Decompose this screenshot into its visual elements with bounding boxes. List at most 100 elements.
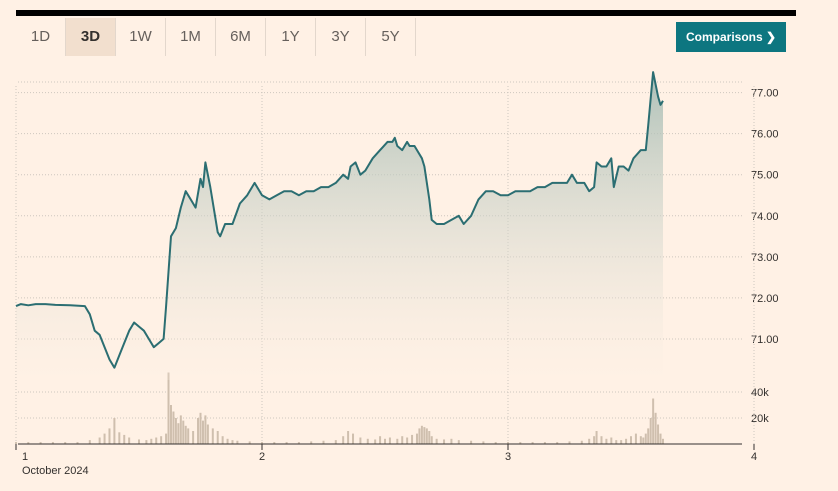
volume-bar: [359, 437, 362, 444]
volume-bar: [411, 434, 414, 444]
volume-bar: [605, 438, 608, 444]
volume-bar: [248, 441, 251, 444]
volume-bar: [182, 420, 185, 444]
volume-bar: [160, 436, 163, 444]
price-area: [16, 72, 663, 380]
volume-bar: [221, 436, 224, 444]
volume-bar: [51, 442, 54, 444]
volume-bar: [625, 438, 628, 444]
volume-bar: [113, 418, 116, 444]
volume-bar: [630, 436, 632, 444]
volume-bar: [187, 428, 190, 444]
tab-5y[interactable]: 5Y: [366, 18, 416, 56]
volume-bar: [615, 440, 618, 444]
volume-bar: [634, 433, 637, 444]
volume-bar: [123, 434, 126, 444]
x-tick-label: 1: [22, 451, 28, 463]
volume-bar: [384, 438, 386, 444]
price-line: [15, 71, 664, 369]
price-tick-label: 75.00: [751, 170, 779, 182]
volume-bar: [642, 437, 645, 444]
volume-bar: [216, 431, 219, 444]
tab-3y[interactable]: 3Y: [316, 18, 366, 56]
volume-bar: [273, 442, 276, 444]
volume-bar: [580, 440, 583, 444]
volume-bar: [556, 442, 559, 444]
volume-bar: [644, 433, 647, 444]
volume-bar: [310, 441, 313, 444]
volume-bar: [174, 418, 177, 444]
volume-bar: [150, 438, 153, 444]
volume-bar: [435, 438, 438, 444]
volume-bar: [39, 442, 42, 444]
volume-tick-label: 20k: [751, 413, 769, 425]
volume-bar: [236, 440, 239, 444]
volume-bar: [192, 431, 195, 444]
volume-bar: [201, 420, 204, 444]
volume-bar: [177, 423, 180, 444]
tab-3d[interactable]: 3D: [66, 18, 116, 56]
price-tick-label: 76.00: [751, 129, 779, 141]
price-tick-label: 74.00: [751, 211, 779, 223]
volume-bar: [593, 436, 596, 444]
month-label: October 2024: [22, 465, 89, 477]
volume-tick-label: 40k: [751, 387, 769, 399]
volume-bar: [659, 433, 662, 444]
volume-bar: [654, 412, 657, 444]
volume-bar: [600, 436, 603, 444]
volume-bar: [647, 428, 650, 444]
chevron-right-icon: ❯: [765, 30, 776, 44]
volume-bar: [423, 427, 426, 444]
volume-bar: [406, 437, 409, 444]
volume-bar: [197, 418, 200, 444]
volume-bar: [169, 405, 172, 444]
volume-bar: [184, 425, 187, 444]
volume-bar: [588, 438, 591, 444]
period-tabs: 1D 3D 1W 1M 6M 1Y 3Y 5Y: [16, 18, 416, 56]
comparisons-button[interactable]: Comparisons ❯: [676, 22, 786, 52]
tab-1m[interactable]: 1M: [166, 18, 216, 56]
x-tick-label: 4: [751, 451, 757, 463]
volume-bar: [543, 442, 546, 444]
volume-bar: [568, 441, 571, 444]
top-rule: [16, 10, 796, 16]
volume-bar: [430, 436, 433, 444]
volume-bar: [165, 433, 168, 444]
volume-bar: [261, 442, 263, 444]
volume-bar: [226, 438, 229, 444]
comparisons-button-label: Comparisons: [686, 30, 763, 44]
volume-bar: [519, 442, 522, 444]
volume-bar: [103, 433, 106, 444]
volume-bar: [531, 442, 534, 444]
volume-bar: [342, 436, 345, 444]
volume-bar: [155, 437, 158, 444]
volume-bar: [297, 442, 300, 444]
volume-bar: [415, 433, 418, 444]
tab-1w[interactable]: 1W: [116, 18, 166, 56]
volume-bar: [507, 442, 509, 444]
volume-bar: [211, 428, 214, 444]
tab-6m[interactable]: 6M: [216, 18, 266, 56]
volume-bar: [27, 442, 30, 444]
volume-bar: [401, 436, 404, 444]
volume-bar: [172, 411, 175, 444]
volume-bar: [231, 440, 234, 444]
volume-bar: [334, 440, 337, 444]
price-tick-label: 72.00: [751, 293, 779, 305]
volume-bar: [418, 428, 421, 444]
volume-bar: [138, 439, 140, 444]
tab-1y[interactable]: 1Y: [266, 18, 316, 56]
volume-bar: [76, 442, 79, 444]
volume-bar: [610, 437, 613, 444]
volume-bar: [285, 442, 288, 444]
price-tick-label: 71.00: [751, 334, 779, 346]
volume-bar: [366, 438, 369, 444]
volume-bar: [620, 440, 623, 444]
volume-bar: [420, 425, 423, 444]
tab-1d[interactable]: 1D: [16, 18, 66, 56]
volume-bar: [374, 439, 377, 444]
volume-bar: [15, 442, 17, 444]
volume-bar: [470, 440, 473, 444]
x-tick-label: 3: [505, 451, 511, 463]
